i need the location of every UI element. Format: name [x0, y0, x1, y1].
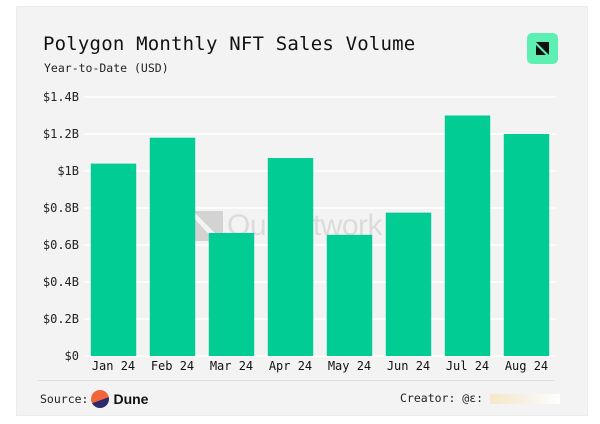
- bar-jul-24[interactable]: [444, 115, 491, 357]
- logo-glyph: [536, 42, 549, 55]
- y-tick-label: $0.4B: [43, 275, 79, 289]
- x-tick-label: Apr 24: [269, 359, 312, 373]
- bar-mar-24[interactable]: [208, 232, 255, 356]
- source-attribution: Source: Dune: [40, 390, 148, 408]
- dune-logo-icon: [91, 390, 110, 408]
- source-name[interactable]: Dune: [113, 391, 149, 407]
- x-tick-label: May 24: [328, 359, 371, 373]
- x-tick-label: Aug 24: [505, 359, 548, 373]
- bar-may-24[interactable]: [326, 234, 373, 356]
- bar-jun-24[interactable]: [385, 212, 432, 356]
- footer-divider: [38, 380, 554, 381]
- bar-apr-24[interactable]: [267, 158, 314, 356]
- bars: [90, 115, 550, 357]
- bar-jan-24[interactable]: [90, 163, 137, 356]
- x-axis-ticks: Jan 24 Feb 24 Mar 24 Apr 24 May 24 Jun 24 Jul …: [92, 359, 548, 373]
- y-tick-label: $1B: [57, 164, 79, 178]
- y-tick-label: $0: [65, 349, 79, 363]
- y-tick-label: $0.8B: [43, 201, 79, 215]
- creator-handle-redacted: [490, 393, 561, 404]
- x-tick-label: Jan 24: [92, 359, 135, 373]
- chart-subtitle: Year-to-Date (USD): [44, 61, 169, 75]
- x-tick-label: Mar 24: [210, 359, 253, 373]
- creator-label: Creator: @ε:: [400, 391, 484, 405]
- y-tick-label: $0.6B: [43, 238, 79, 252]
- x-tick-label: Feb 24: [151, 359, 194, 373]
- creator-attribution: Creator: @ε:: [400, 391, 561, 405]
- bar-aug-24[interactable]: [503, 134, 550, 356]
- bar-feb-24[interactable]: [149, 137, 196, 356]
- y-tick-label: $1.4B: [43, 90, 79, 104]
- y-axis-ticks: $0 $0.2B $0.4B $0.6B $0.8B $1B $1.2B $1.4B: [43, 90, 79, 363]
- source-label: Source:: [40, 392, 89, 406]
- x-tick-label: Jun 24: [387, 359, 430, 373]
- x-tick-label: Jul 24: [446, 359, 489, 373]
- y-tick-label: $1.2B: [43, 127, 79, 141]
- y-tick-label: $0.2B: [43, 312, 79, 326]
- chart-title: Polygon Monthly NFT Sales Volume: [43, 33, 416, 55]
- ournetwork-logo-icon: [527, 33, 558, 64]
